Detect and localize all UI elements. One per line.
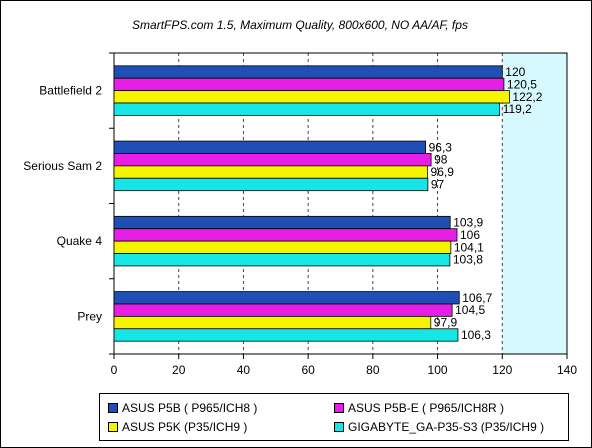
bar bbox=[113, 315, 432, 330]
data-label: 103,8 bbox=[453, 253, 483, 267]
bar bbox=[113, 177, 429, 192]
bar bbox=[113, 165, 428, 179]
category-label: Serious Sam 2 bbox=[23, 159, 102, 173]
legend-swatch bbox=[334, 422, 344, 432]
legend-item-asus-p5b-e: ASUS P5B-E ( P965/ICH8R ) bbox=[334, 400, 504, 416]
legend-swatch bbox=[334, 403, 344, 413]
data-label: 97,9 bbox=[434, 316, 458, 330]
x-tick-label: 20 bbox=[172, 363, 186, 377]
data-label: 98 bbox=[434, 153, 448, 167]
data-label: 106,7 bbox=[462, 291, 492, 305]
legend-label: ASUS P5B-E ( P965/ICH8R ) bbox=[348, 401, 505, 415]
legend-item-asus-p5b: ASUS P5B ( P965/ICH8 ) bbox=[108, 400, 257, 416]
bar bbox=[113, 90, 510, 104]
legend-item-asus-p5k: ASUS P5K (P35/ICH9 ) bbox=[108, 419, 247, 435]
legend-label: GIGABYTE_GA-P35-S3 (P35/ICH9 ) bbox=[348, 420, 545, 434]
bar bbox=[113, 140, 426, 154]
data-label: 106,3 bbox=[461, 328, 491, 342]
data-label: 97 bbox=[431, 177, 445, 191]
data-label: 104,1 bbox=[454, 240, 484, 254]
x-tick-label: 140 bbox=[557, 363, 577, 377]
data-label: 122,2 bbox=[512, 90, 542, 104]
legend-label: ASUS P5K (P35/ICH9 ) bbox=[122, 420, 248, 434]
data-label: 119,2 bbox=[503, 102, 532, 116]
x-tick-label: 100 bbox=[428, 363, 448, 377]
bar bbox=[113, 77, 505, 92]
bar bbox=[113, 303, 453, 317]
chart-title: SmartFPS.com 1.5, Maximum Quality, 800x6… bbox=[132, 18, 468, 32]
bar bbox=[113, 253, 451, 267]
category-label: Battlefield 2 bbox=[39, 84, 102, 98]
bar bbox=[113, 65, 503, 79]
legend-swatch bbox=[108, 422, 118, 432]
bar bbox=[113, 215, 451, 230]
data-label: 103,9 bbox=[453, 216, 483, 230]
highlight-band bbox=[502, 53, 567, 354]
data-label: 96,3 bbox=[429, 140, 453, 154]
legend-swatch bbox=[108, 403, 118, 413]
category-label: Prey bbox=[77, 309, 102, 323]
data-label: 96,9 bbox=[431, 165, 455, 179]
category-label: Quake 4 bbox=[57, 234, 103, 248]
data-label: 120,5 bbox=[507, 77, 537, 91]
data-label: 104,5 bbox=[455, 303, 485, 317]
x-tick-label: 80 bbox=[366, 363, 380, 377]
data-label: 106 bbox=[460, 228, 480, 242]
legend-item-gigabyte: GIGABYTE_GA-P35-S3 (P35/ICH9 ) bbox=[334, 419, 544, 435]
x-tick-label: 40 bbox=[237, 363, 251, 377]
legend: ASUS P5B ( P965/ICH8 ) ASUS P5B-E ( P965… bbox=[99, 393, 569, 441]
bar bbox=[113, 153, 432, 167]
x-tick-label: 60 bbox=[301, 363, 315, 377]
bar bbox=[113, 228, 458, 242]
bar bbox=[113, 291, 460, 305]
bar bbox=[113, 102, 501, 116]
legend-label: ASUS P5B ( P965/ICH8 ) bbox=[122, 401, 258, 415]
bar bbox=[113, 328, 459, 342]
x-tick-label: 120 bbox=[492, 363, 512, 377]
x-tick-label: 0 bbox=[111, 363, 118, 377]
bar bbox=[113, 240, 452, 254]
data-label: 120 bbox=[505, 65, 525, 79]
